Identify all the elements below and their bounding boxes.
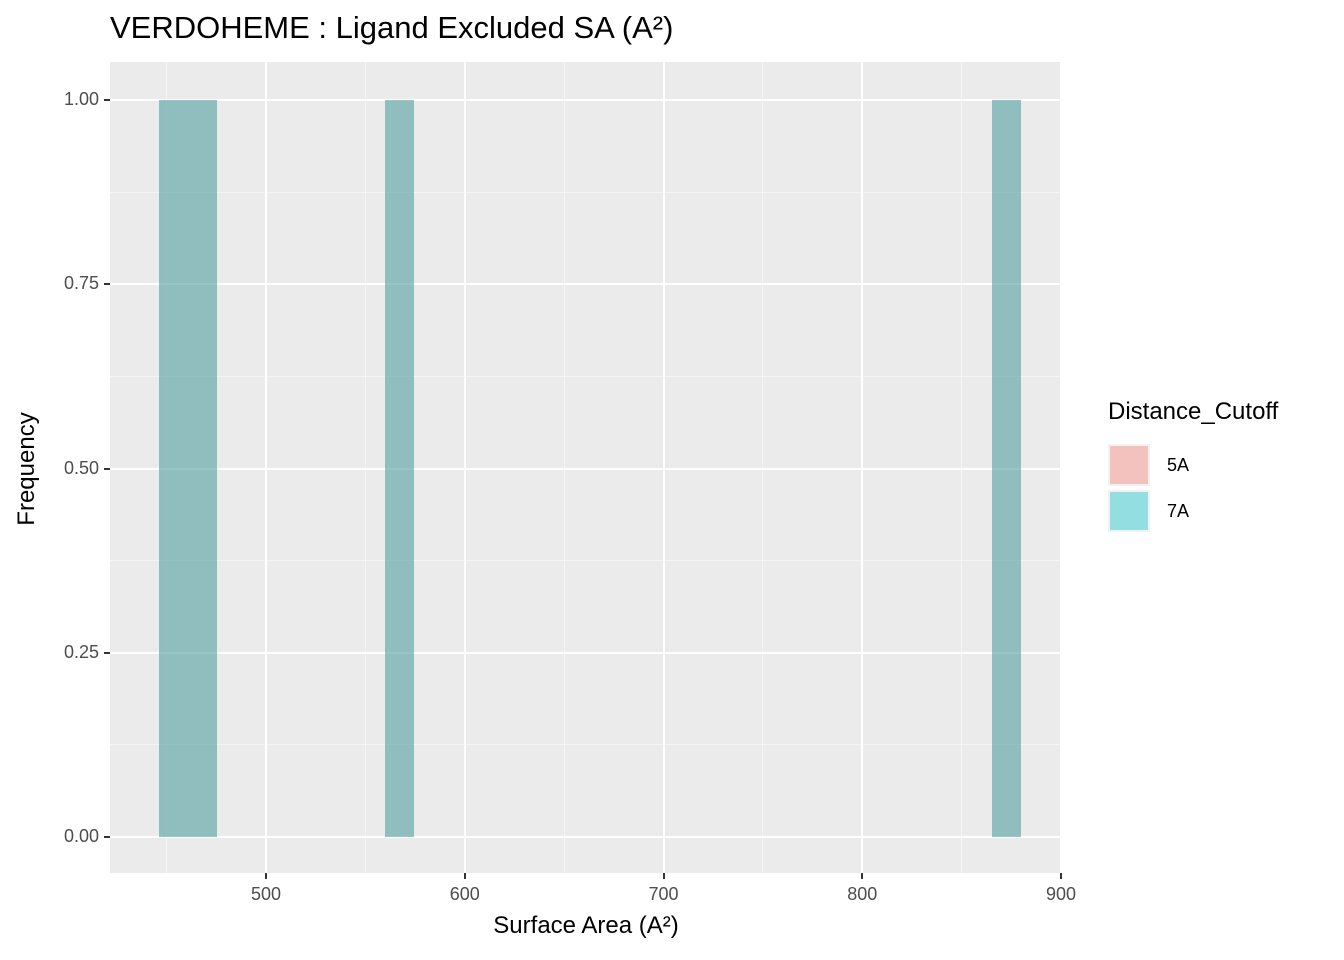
x-tick-label: 700 bbox=[648, 884, 679, 904]
x-axis-label: Surface Area (A²) bbox=[493, 912, 679, 939]
legend-swatch-5a bbox=[1110, 446, 1148, 484]
y-tick-label: 1.00 bbox=[63, 89, 99, 109]
legend-item-5a: 5A bbox=[1108, 444, 1189, 486]
histogram-bar-5a bbox=[187, 100, 217, 837]
histogram-bar-7a bbox=[385, 100, 415, 837]
legend-item-7a: 7A bbox=[1108, 490, 1189, 532]
gridline-major-y bbox=[110, 651, 1061, 654]
histogram-bar-7a bbox=[187, 100, 217, 837]
y-tick-label: 0.75 bbox=[63, 273, 99, 294]
legend-key bbox=[1108, 444, 1150, 486]
x-tick-label: 800 bbox=[847, 884, 878, 904]
gridline-major-y bbox=[110, 283, 1061, 286]
chart-title: VERDOHEME : Ligand Excluded SA (A²) bbox=[110, 10, 674, 45]
y-tick-label: 0.00 bbox=[63, 826, 99, 846]
gridline-minor-y bbox=[110, 744, 1061, 746]
x-tick-label: 500 bbox=[250, 884, 282, 904]
x-tick bbox=[861, 873, 864, 879]
histogram-bar-7a bbox=[158, 100, 188, 837]
y-tick bbox=[104, 467, 110, 470]
gridline-minor-y bbox=[110, 191, 1061, 193]
y-tick bbox=[104, 651, 110, 654]
y-tick-label: 0.50 bbox=[63, 457, 99, 478]
y-tick bbox=[104, 99, 110, 101]
legend-swatch-7a bbox=[1110, 492, 1148, 530]
legend-label: 5A bbox=[1167, 454, 1190, 475]
x-tick bbox=[463, 873, 466, 879]
y-axis-label: Frequency bbox=[13, 412, 40, 526]
legend-key bbox=[1108, 490, 1150, 532]
histogram-bar-5a bbox=[158, 100, 188, 837]
histogram-bar-5a bbox=[385, 100, 415, 837]
gridline-major-y bbox=[110, 836, 1061, 838]
x-tick bbox=[265, 873, 267, 879]
gridline-major-y bbox=[110, 99, 1061, 101]
legend: Distance_Cutoff 5A 7A bbox=[1108, 398, 1279, 532]
x-tick-label: 600 bbox=[449, 884, 480, 904]
y-tick-label: 0.25 bbox=[63, 641, 99, 662]
gridline-major-y bbox=[110, 467, 1061, 470]
y-tick bbox=[104, 836, 110, 838]
legend-title: Distance_Cutoff bbox=[1108, 398, 1279, 425]
histogram-bar-5a bbox=[992, 100, 1022, 837]
gridline-minor-y bbox=[110, 560, 1061, 562]
x-tick-label: 900 bbox=[1045, 884, 1077, 904]
y-tick bbox=[104, 283, 110, 286]
x-tick bbox=[662, 873, 665, 879]
gridline-major-x bbox=[1060, 62, 1062, 873]
histogram-bar-7a bbox=[992, 100, 1022, 837]
gridline-minor-y bbox=[110, 375, 1061, 377]
x-tick bbox=[1060, 873, 1062, 879]
legend-label: 7A bbox=[1167, 500, 1190, 521]
plot-panel bbox=[110, 62, 1062, 873]
